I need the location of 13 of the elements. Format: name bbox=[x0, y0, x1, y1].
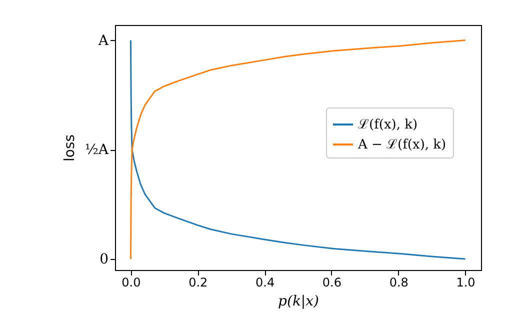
text: A bbox=[97, 32, 110, 49]
x-tick-label: 0.6 bbox=[322, 276, 342, 290]
legend-label: A − ℒ(f(x), k) bbox=[357, 138, 446, 152]
x-tick-label: 0.2 bbox=[188, 276, 208, 290]
legend-label: ℒ(f(x), k) bbox=[358, 118, 418, 132]
y-axis-title: loss bbox=[62, 134, 78, 162]
x-tick-label: 0.8 bbox=[389, 276, 408, 290]
x-tick-label: 0.0 bbox=[122, 276, 141, 290]
x-tick-label: 0.4 bbox=[256, 276, 275, 290]
x-axis-title: p(k|x) bbox=[278, 294, 319, 310]
x-tick-label: 1.0 bbox=[456, 276, 476, 290]
text: 0 bbox=[100, 251, 108, 268]
text: ½A bbox=[84, 142, 110, 158]
